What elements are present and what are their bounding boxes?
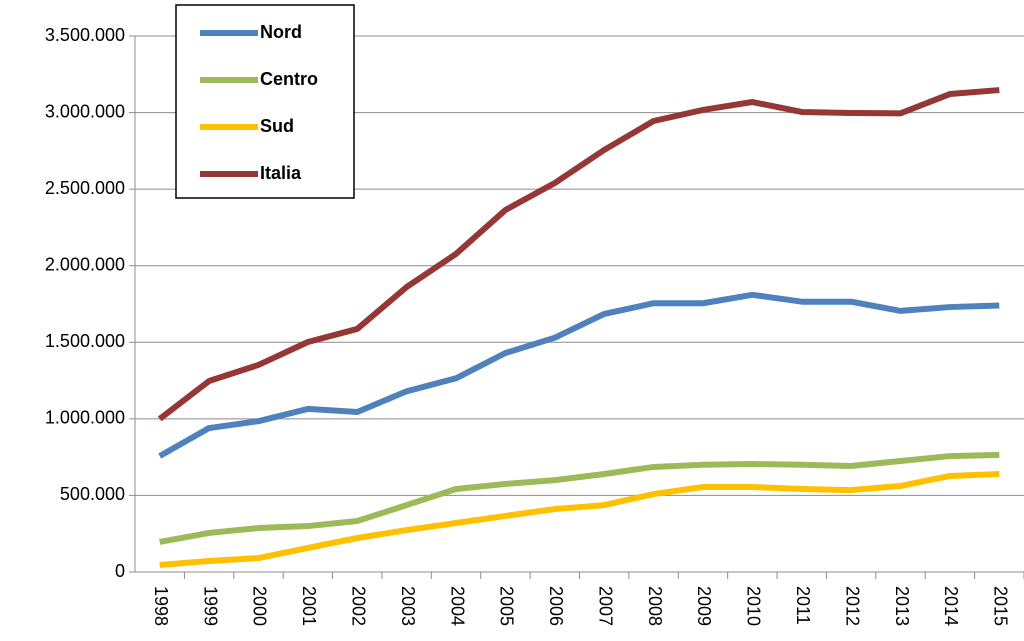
y-tick-label: 3.000.000 bbox=[45, 101, 125, 121]
y-tick-label: 1.000.000 bbox=[45, 408, 125, 428]
x-tick-label: 2014 bbox=[941, 586, 961, 626]
x-tick-label: 2005 bbox=[497, 586, 517, 626]
y-tick-label: 500.000 bbox=[60, 484, 125, 504]
x-tick-label: 2004 bbox=[447, 586, 467, 626]
y-tick-label: 1.500.000 bbox=[45, 331, 125, 351]
series-line bbox=[157, 87, 1000, 422]
x-tick-label: 2000 bbox=[250, 586, 270, 626]
x-tick-label: 1998 bbox=[151, 586, 171, 626]
legend-label: Sud bbox=[260, 116, 294, 136]
y-tick-label: 2.000.000 bbox=[45, 254, 125, 274]
legend-box bbox=[175, 4, 355, 199]
series-line bbox=[158, 291, 1000, 459]
x-tick-label: 2003 bbox=[398, 586, 418, 626]
x-tick-label: 2013 bbox=[892, 586, 912, 626]
x-tick-label: 2009 bbox=[694, 586, 714, 626]
y-tick-label: 3.500.000 bbox=[45, 25, 125, 45]
legend-label: Centro bbox=[260, 69, 318, 89]
legend-label: Italia bbox=[260, 163, 302, 183]
x-tick-label: 2010 bbox=[744, 586, 764, 626]
series-line bbox=[159, 451, 1000, 545]
x-tick-label: 2006 bbox=[546, 586, 566, 626]
x-tick-label: 2012 bbox=[842, 586, 862, 626]
x-tick-label: 2002 bbox=[349, 586, 369, 626]
x-tick-label: 2015 bbox=[991, 586, 1011, 626]
x-tick-label: 2008 bbox=[645, 586, 665, 626]
legend-label: Nord bbox=[260, 22, 302, 42]
x-tick-label: 2007 bbox=[595, 586, 615, 626]
series-line bbox=[159, 470, 1000, 568]
y-tick-label: 2.500.000 bbox=[45, 178, 125, 198]
x-tick-label: 2011 bbox=[793, 586, 813, 625]
x-tick-label: 2001 bbox=[299, 586, 319, 626]
y-tick-label: 0 bbox=[115, 561, 125, 581]
x-tick-label: 1999 bbox=[200, 586, 220, 626]
